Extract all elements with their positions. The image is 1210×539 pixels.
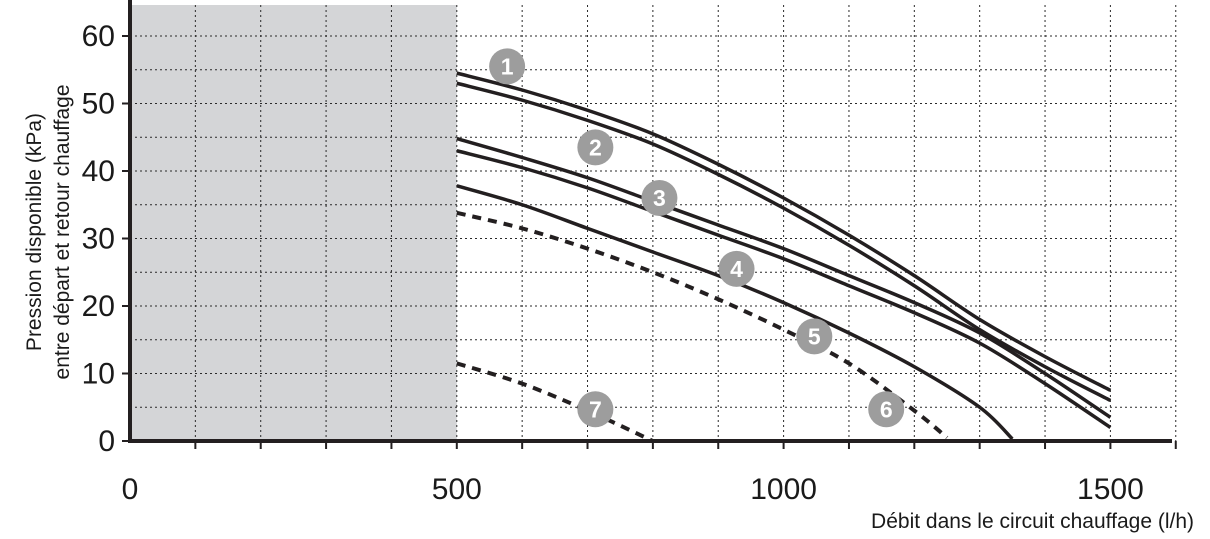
y-tick-label: 30 (82, 223, 115, 256)
curve-badge-label-1: 1 (501, 53, 514, 79)
curve-2 (456, 81, 1112, 403)
y-tick-label: 40 (82, 155, 115, 188)
y-tick-label: 60 (82, 20, 115, 53)
y-axis-title-line-2: entre départ et retour chauffage (51, 85, 74, 380)
y-tick-label: 20 (82, 290, 115, 323)
unavailable-flow-region (130, 5, 457, 441)
curve-badge-label-5: 5 (808, 323, 821, 349)
curve-badge-5 (796, 318, 833, 355)
curve-badge-2 (577, 129, 614, 166)
curve-badge-4 (718, 250, 755, 287)
curve-badge-label-6: 6 (880, 396, 893, 422)
x-tick-label: 1000 (750, 473, 817, 506)
y-tick-label: 10 (82, 358, 115, 391)
curve-badge-label-7: 7 (589, 396, 602, 422)
curve-badge-label-4: 4 (730, 256, 743, 282)
x-tick-label: 0 (122, 473, 139, 506)
curve-badge-3 (641, 180, 678, 216)
curve-7 (456, 361, 654, 443)
curve-1 (456, 71, 1112, 392)
curve-4 (456, 149, 1112, 429)
curve-badge-label-2: 2 (589, 134, 602, 160)
y-tick-label: 0 (98, 425, 115, 458)
curve-badge-1 (489, 48, 526, 85)
curve-badge-label-3: 3 (653, 185, 666, 211)
y-axis-title-line-1: Pression disponible (kPa) (23, 113, 46, 351)
x-axis-title: Débit dans le circuit chauffage (l/h) (871, 510, 1194, 533)
curve-5 (456, 184, 1014, 441)
x-tick-label: 1500 (1077, 473, 1144, 506)
y-tick-label: 50 (82, 88, 115, 121)
x-tick-label: 500 (432, 473, 482, 506)
curve-badge-6 (868, 391, 905, 428)
curve-badge-7 (577, 391, 614, 428)
curve-3 (456, 136, 1112, 419)
